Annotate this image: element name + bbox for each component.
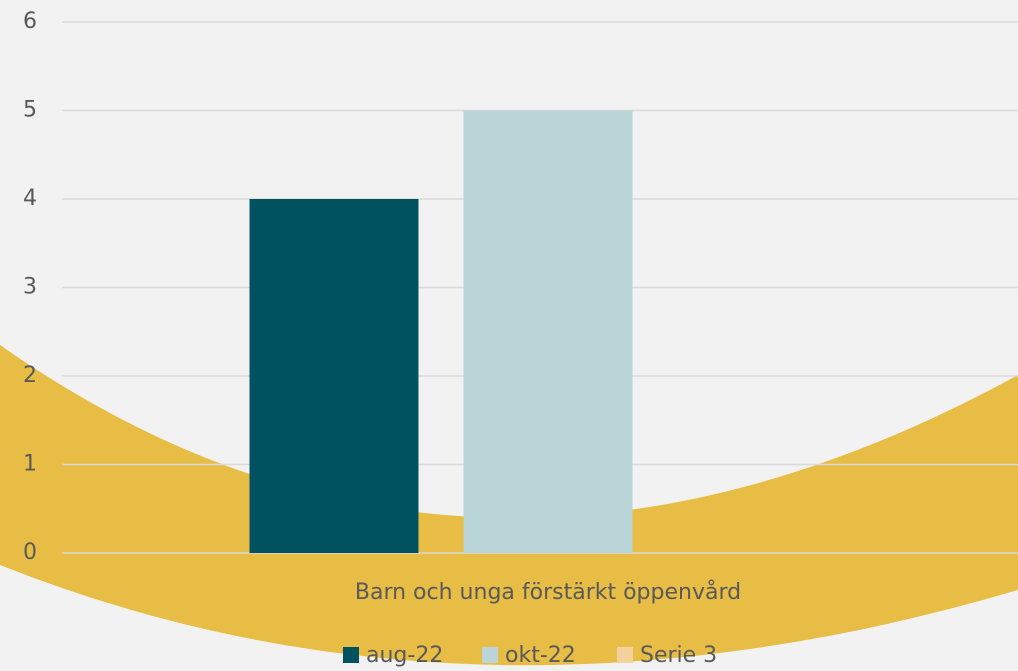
y-tick-label: 5: [23, 98, 37, 123]
legend-swatch: [617, 647, 633, 663]
y-tick-label: 6: [23, 9, 37, 34]
y-tick-label: 0: [23, 540, 37, 565]
legend-label: okt-22: [505, 643, 576, 668]
legend-swatch: [343, 647, 359, 663]
y-tick-label: 2: [23, 363, 37, 388]
legend-swatch: [482, 647, 498, 663]
plot: [249, 110, 633, 553]
x-tick-label: Barn och unga förstärkt öppenvård: [355, 579, 741, 605]
y-tick-label: 3: [23, 275, 37, 300]
decorative-band: [0, 345, 1018, 666]
legend-label: Serie 3: [640, 643, 717, 668]
bar: [463, 110, 633, 553]
y-tick-label: 4: [23, 186, 37, 211]
labels: 0 1 2 3 4 5 6 Barn och unga förstärkt öppenvård…: [23, 9, 741, 668]
legend-label: aug-22: [366, 643, 443, 668]
y-tick-label: 1: [23, 452, 37, 477]
bar: [249, 199, 419, 553]
